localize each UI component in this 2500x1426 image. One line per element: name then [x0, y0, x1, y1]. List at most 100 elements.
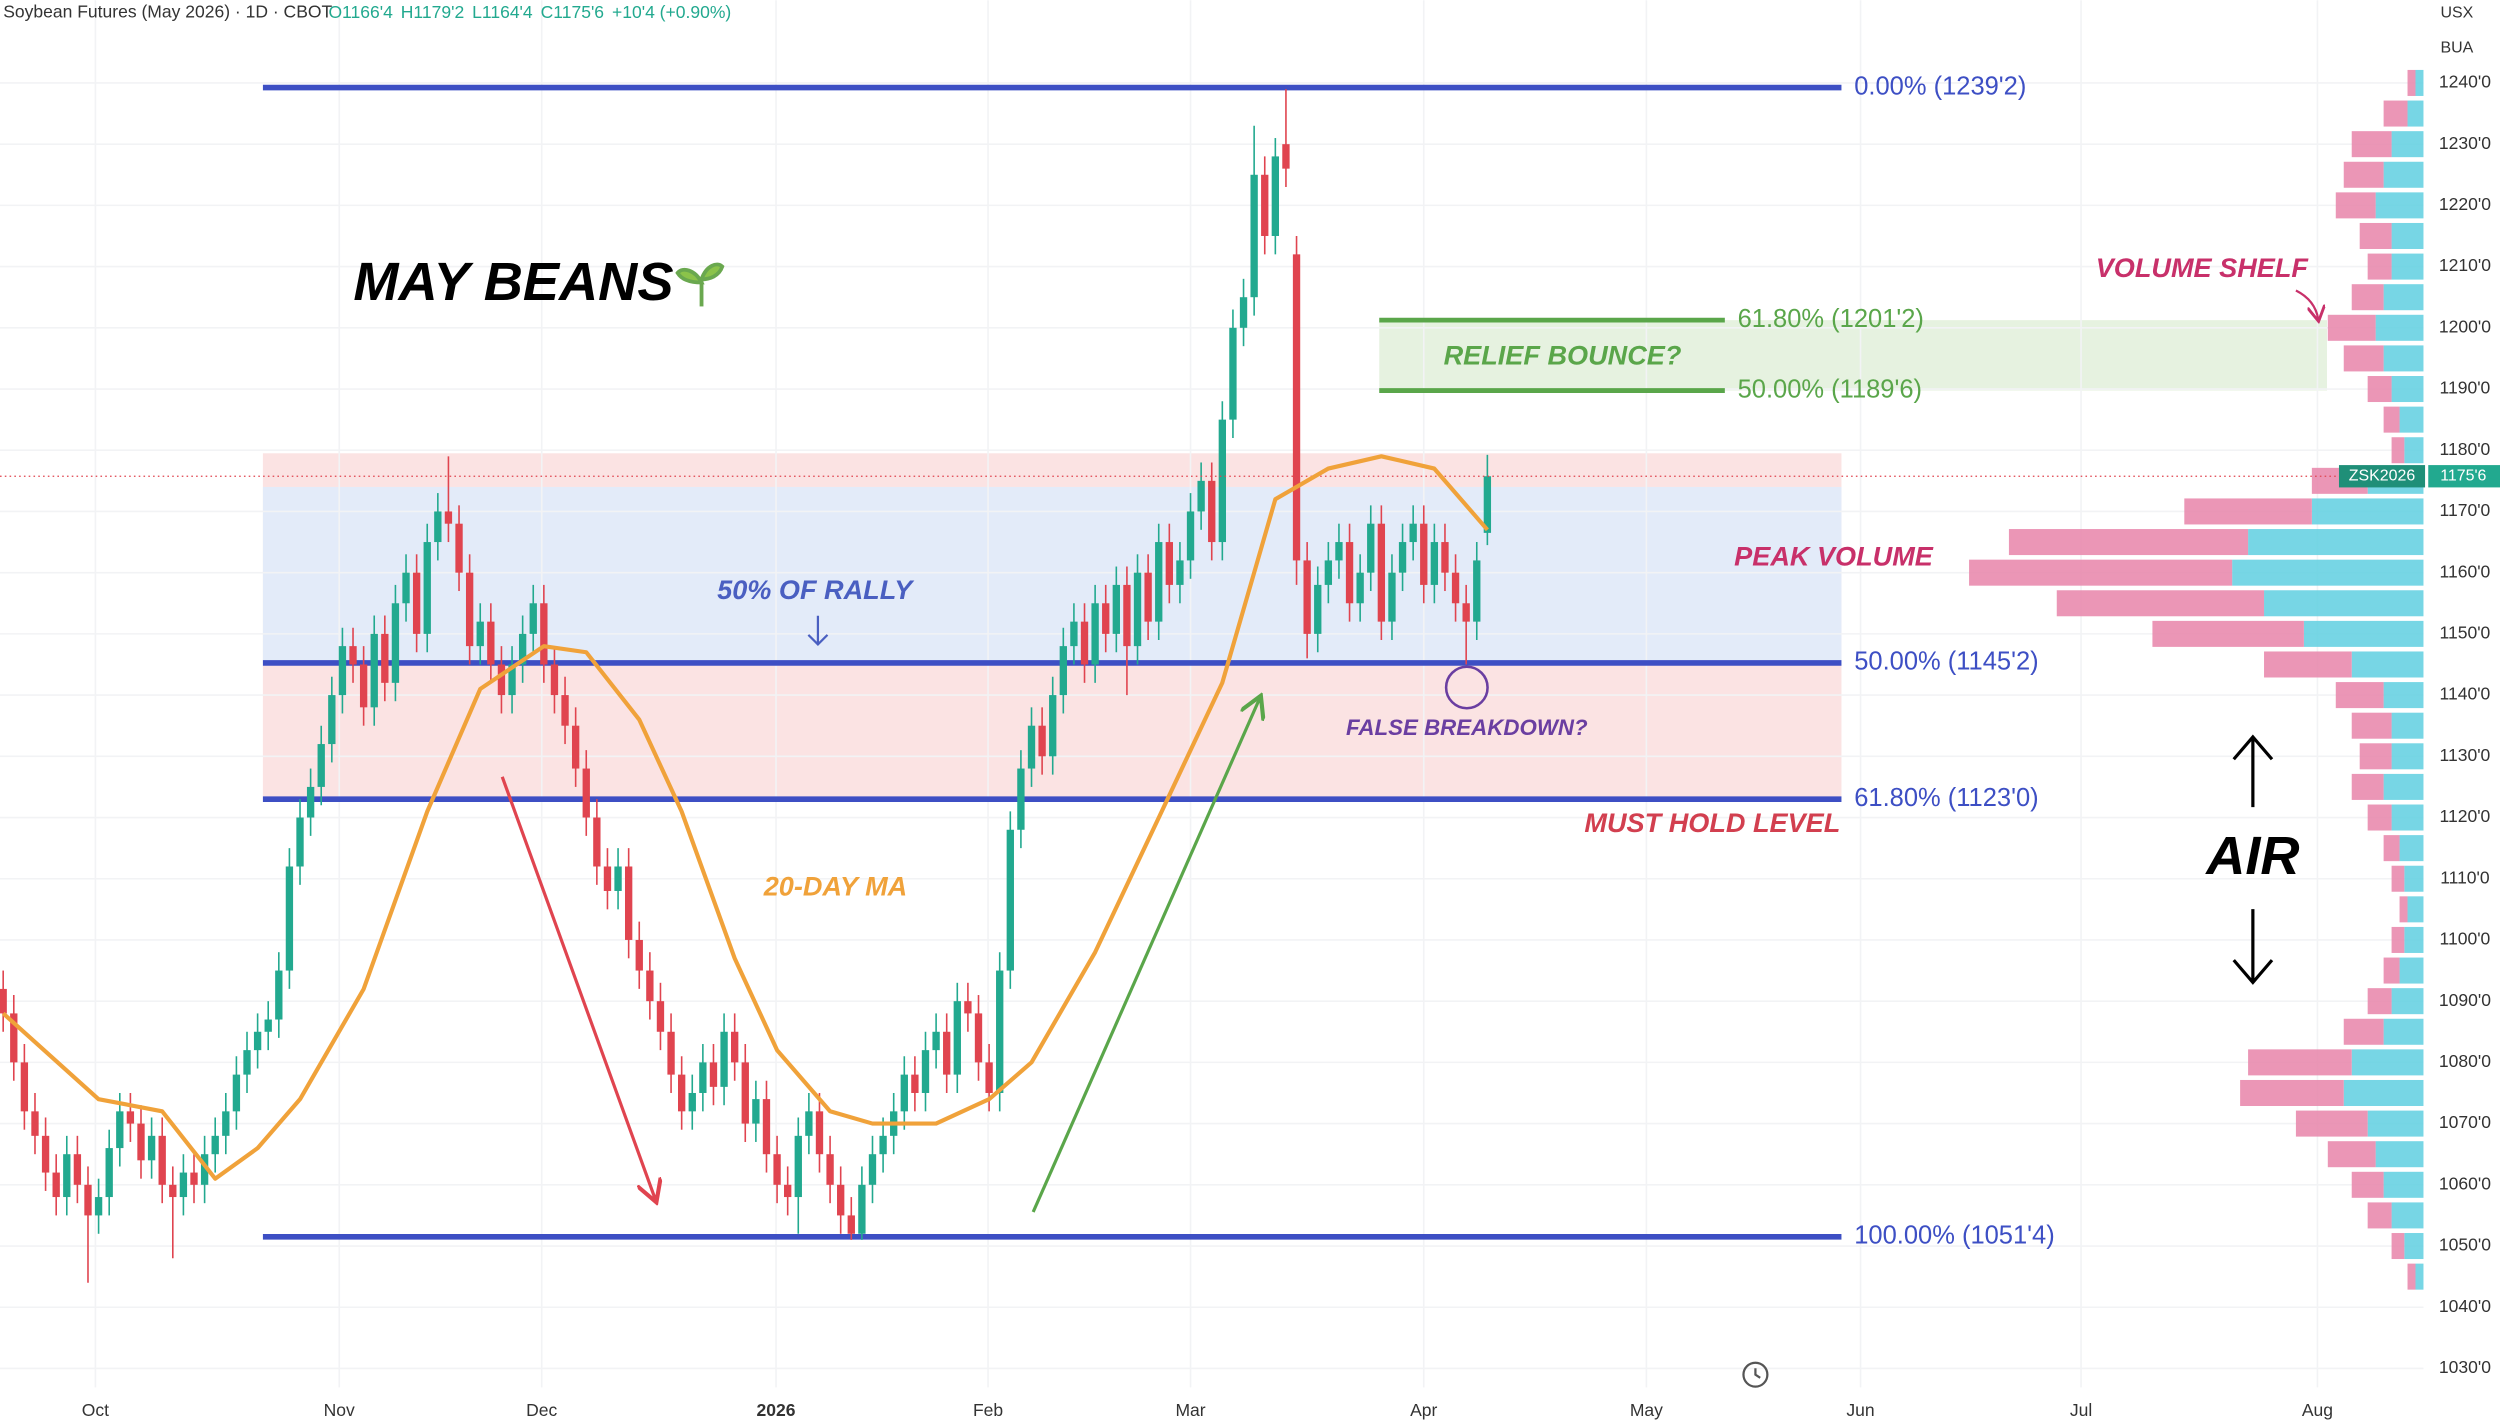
candle-body — [41, 1135, 50, 1173]
candle-body — [1070, 621, 1078, 647]
volume-up — [2303, 620, 2424, 647]
candle-body — [0, 988, 7, 1014]
candle-body — [911, 1074, 919, 1093]
candle-body — [169, 1184, 177, 1198]
candle-body — [794, 1135, 802, 1198]
volume-down — [2351, 773, 2384, 800]
x-tick-label: Dec — [526, 1400, 557, 1420]
candle-body — [179, 1172, 188, 1198]
candle-body — [1335, 542, 1343, 561]
volume-up — [2248, 529, 2424, 556]
candle-body — [709, 1062, 718, 1087]
volume-up — [2232, 559, 2424, 586]
circle-highlight — [1444, 665, 1489, 710]
candle-body — [1441, 542, 1449, 573]
x-tick-label: Mar — [1175, 1400, 1205, 1420]
volume-down — [2327, 1141, 2376, 1168]
volume-up — [2351, 1049, 2424, 1076]
candle-body — [1059, 646, 1067, 696]
candle-body — [1239, 297, 1248, 328]
volume-down — [2383, 957, 2400, 984]
unit: USX — [2441, 4, 2474, 21]
candle-body — [720, 1031, 728, 1087]
candle-body — [190, 1172, 198, 1185]
candle-body — [943, 1031, 951, 1075]
volume-down — [2367, 376, 2392, 403]
candle-body — [752, 1099, 760, 1124]
volume-up — [2383, 284, 2424, 311]
annotation: MUST HOLD LEVEL — [1584, 807, 1840, 838]
volume-up — [2391, 743, 2424, 770]
trend-arrow — [1031, 699, 1259, 1213]
volume-up — [2404, 1233, 2424, 1260]
x-tick-label: May — [1630, 1400, 1663, 1420]
candle-body — [614, 866, 622, 891]
candle-body — [805, 1111, 813, 1136]
candle-body — [94, 1197, 103, 1216]
volume-down — [2391, 865, 2405, 892]
volume-up — [2383, 161, 2424, 188]
candle-body — [1133, 572, 1142, 647]
price-tag-label: 1175'6 — [2440, 467, 2486, 484]
candle-body — [518, 633, 527, 665]
volume-up — [2375, 1141, 2424, 1168]
candle-body — [1398, 542, 1407, 573]
moving-average — [1, 454, 1489, 1181]
volume-up — [2391, 712, 2424, 739]
x-tick-label: Apr — [1410, 1400, 1437, 1420]
candle-body — [837, 1184, 845, 1216]
clock-icon[interactable] — [1742, 1361, 1769, 1388]
x-tick-label: Oct — [82, 1400, 109, 1420]
x-tick-label: Jul — [2070, 1400, 2092, 1420]
fib-label: 100.00% (1051'4) — [1854, 1222, 2055, 1250]
volume-down — [2351, 284, 2384, 311]
volume-down — [2367, 804, 2392, 831]
price-tag — [2428, 465, 2500, 488]
volume-down — [2152, 620, 2304, 647]
candle-body — [1229, 327, 1237, 420]
candle-body — [232, 1074, 241, 1112]
candle-body — [1250, 174, 1258, 298]
candle-body — [137, 1123, 145, 1161]
candle-body — [603, 866, 612, 891]
y-tick-label: 1210'0 — [2439, 255, 2491, 275]
candle-body — [1483, 476, 1492, 533]
candle-body — [1218, 419, 1227, 543]
quote-item: O1166'4 — [328, 2, 393, 22]
volume-up — [2404, 926, 2424, 953]
volume-up — [2375, 314, 2424, 341]
candle-body — [73, 1154, 82, 1185]
arrow — [2232, 909, 2274, 985]
candle-body — [784, 1184, 792, 1198]
volume-down — [2407, 69, 2416, 96]
volume-up — [2399, 835, 2424, 862]
candle-body — [540, 603, 548, 665]
volume-down — [2391, 1233, 2405, 1260]
volume-down — [2351, 1171, 2384, 1198]
y-tick-label: 1170'0 — [2440, 500, 2491, 520]
volume-up — [2391, 222, 2424, 249]
candle-body — [996, 970, 1004, 1093]
volume-down — [1969, 559, 2233, 586]
candle-body — [688, 1092, 696, 1112]
candle-body — [31, 1111, 39, 1136]
candle-body — [1473, 560, 1481, 622]
candle-body — [1451, 572, 1460, 604]
candle-body — [932, 1031, 940, 1051]
volume-up — [2383, 773, 2424, 800]
candle-body — [158, 1135, 166, 1185]
volume-down — [2367, 253, 2392, 280]
volume-down — [2391, 926, 2405, 953]
candle-body — [677, 1074, 686, 1112]
candle-body — [1165, 542, 1173, 585]
y-tick-label: 1100'0 — [2440, 929, 2491, 949]
candle-body — [200, 1154, 209, 1185]
y-tick-label: 1030'0 — [2439, 1357, 2491, 1377]
volume-up — [2391, 131, 2424, 158]
candle-body — [497, 664, 506, 696]
candle-body — [593, 817, 601, 867]
candle-body — [646, 970, 654, 1002]
volume-up — [2391, 376, 2424, 403]
x-tick-label: Feb — [973, 1400, 1003, 1420]
